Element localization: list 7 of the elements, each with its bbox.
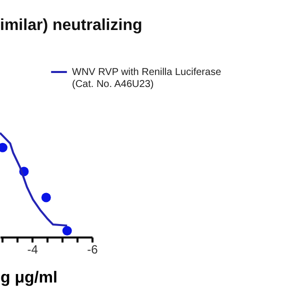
x-tick-label: -4 bbox=[27, 242, 38, 256]
chart-title: imilar) neutralizing bbox=[0, 17, 142, 34]
point bbox=[62, 226, 72, 236]
legend-label: WNV RVP with Renilla Luciferase (Cat. No. A46U23) bbox=[72, 67, 222, 90]
x-tick-label: -6 bbox=[87, 242, 98, 256]
point bbox=[41, 192, 51, 202]
x-axis-title: g μg/ml bbox=[0, 270, 58, 286]
